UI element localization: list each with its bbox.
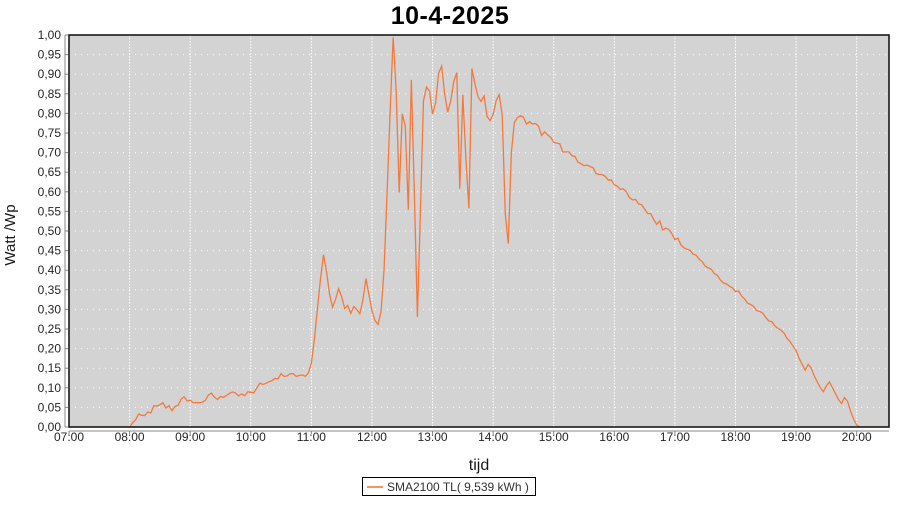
- svg-text:0,15: 0,15: [38, 361, 62, 375]
- svg-text:Watt /Wp: Watt /Wp: [2, 204, 19, 265]
- svg-text:08:00: 08:00: [115, 430, 145, 444]
- svg-text:16:00: 16:00: [599, 430, 629, 444]
- svg-text:0,10: 0,10: [38, 381, 62, 395]
- svg-text:20:00: 20:00: [842, 430, 872, 444]
- svg-text:15:00: 15:00: [539, 430, 569, 444]
- svg-text:13:00: 13:00: [418, 430, 448, 444]
- svg-text:0,55: 0,55: [38, 204, 62, 218]
- svg-text:0,80: 0,80: [38, 106, 62, 120]
- svg-text:0,65: 0,65: [38, 165, 62, 179]
- svg-text:0,90: 0,90: [38, 67, 62, 81]
- svg-text:07:00: 07:00: [54, 430, 84, 444]
- svg-text:0,75: 0,75: [38, 126, 62, 140]
- svg-text:0,60: 0,60: [38, 185, 62, 199]
- svg-text:tijd: tijd: [469, 457, 489, 474]
- svg-text:0,20: 0,20: [38, 342, 62, 356]
- svg-text:10:00: 10:00: [236, 430, 266, 444]
- svg-text:0,95: 0,95: [38, 48, 62, 62]
- svg-text:0,05: 0,05: [38, 400, 62, 414]
- svg-text:0,30: 0,30: [38, 302, 62, 316]
- svg-text:12:00: 12:00: [357, 430, 387, 444]
- svg-text:0,50: 0,50: [38, 224, 62, 238]
- svg-text:0,35: 0,35: [38, 283, 62, 297]
- svg-text:09:00: 09:00: [175, 430, 205, 444]
- svg-text:11:00: 11:00: [297, 430, 326, 444]
- svg-text:0,85: 0,85: [38, 87, 62, 101]
- svg-text:17:00: 17:00: [660, 430, 690, 444]
- svg-text:0,40: 0,40: [38, 263, 62, 277]
- svg-text:14:00: 14:00: [478, 430, 508, 444]
- svg-text:0,45: 0,45: [38, 244, 62, 258]
- svg-text:18:00: 18:00: [720, 430, 750, 444]
- svg-text:0,25: 0,25: [38, 322, 62, 336]
- svg-text:0,70: 0,70: [38, 146, 62, 160]
- svg-text:19:00: 19:00: [781, 430, 811, 444]
